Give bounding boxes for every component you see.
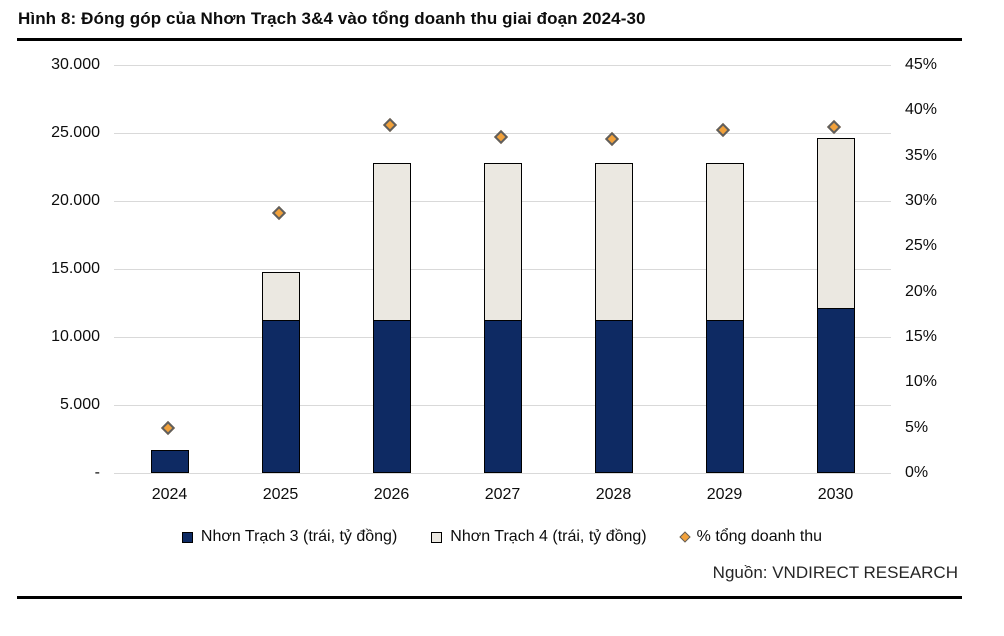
source-text: Nguồn: VNDIRECT RESEARCH [712, 563, 958, 582]
legend-item-nhon-trach-3: Nhơn Trạch 3 (trái, tỷ đồng) [181, 528, 398, 546]
right-axis-tick-label: 0% [905, 464, 929, 481]
x-axis-category-label: 2025 [262, 486, 299, 503]
bar-segment-nhon-trach-4 [483, 162, 522, 321]
bar-segment-nhon-trach-3 [372, 319, 411, 473]
x-axis-category-label: 2030 [817, 486, 854, 503]
legend-label: Nhơn Trạch 4 (trái, tỷ đồng) [450, 528, 647, 545]
left-axis-tick-label: 25.000 [51, 124, 100, 141]
left-axis-tick-label: 30.000 [51, 56, 100, 73]
right-axis-tick-label: 35% [905, 146, 938, 164]
x-axis-category-label: 2027 [484, 486, 521, 503]
x-axis-category-label: 2028 [595, 486, 632, 503]
chart-legend: Nhơn Trạch 3 (trái, tỷ đồng) Nhơn Trạch … [0, 522, 1004, 552]
pct-marker-diamond [604, 132, 619, 147]
x-axis-category-label: 2029 [706, 486, 743, 503]
right-axis-tick-label: 30% [905, 192, 938, 209]
right-axis-tick-label: 25% [905, 237, 938, 255]
right-axis-tick-label: 40% [905, 101, 938, 119]
figure-title: Hình 8: Đóng góp của Nhơn Trạch 3&4 vào … [18, 9, 646, 28]
bottom-divider [17, 596, 962, 599]
gridline [114, 65, 891, 66]
gridline [114, 473, 891, 474]
bar-segment-nhon-trach-3 [261, 319, 300, 473]
bar-segment-nhon-trach-3 [705, 319, 744, 473]
right-axis-tick-label: 5% [905, 418, 929, 436]
legend-label: % tổng doanh thu [696, 528, 823, 545]
bar-segment-nhon-trach-4 [372, 162, 411, 321]
left-axis-tick-label: 15.000 [51, 260, 100, 277]
pct-marker-diamond [382, 117, 397, 132]
pct-marker-diamond [715, 123, 730, 138]
bar-segment-nhon-trach-3 [150, 449, 189, 473]
right-axis-tick-label: 10% [905, 373, 938, 391]
bar-segment-nhon-trach-4 [816, 138, 855, 309]
outlined-square-icon [431, 531, 443, 543]
left-axis-tick-label: - [94, 464, 100, 481]
x-axis-category-label: 2026 [373, 486, 410, 503]
bar-segment-nhon-trach-3 [483, 319, 522, 473]
bar-segment-nhon-trach-3 [816, 307, 855, 473]
legend-label: Nhơn Trạch 3 (trái, tỷ đồng) [200, 528, 398, 545]
right-axis-tick-label: 20% [905, 282, 938, 300]
right-axis-tick-label: 45% [905, 56, 938, 73]
x-axis-category-label: 2024 [151, 486, 188, 503]
left-axis-tick-label: 10.000 [51, 328, 100, 345]
legend-item-nhon-trach-4: Nhơn Trạch 4 (trái, tỷ đồng) [431, 528, 647, 546]
bar-segment-nhon-trach-4 [705, 162, 744, 321]
bar-segment-nhon-trach-4 [594, 162, 633, 321]
left-axis-tick-label: 5.000 [59, 396, 100, 413]
right-axis-tick-label: 15% [905, 328, 938, 345]
pct-marker-diamond [160, 421, 175, 436]
bar-segment-nhon-trach-4 [261, 271, 300, 321]
left-axis-tick-label: 20.000 [51, 192, 100, 209]
diamond-icon [678, 531, 691, 543]
title-divider [17, 38, 962, 41]
pct-marker-diamond [271, 205, 286, 220]
legend-item-pct-doanh-thu: % tổng doanh thu [678, 528, 823, 546]
bar-segment-nhon-trach-3 [594, 319, 633, 473]
filled-square-icon [181, 531, 193, 543]
